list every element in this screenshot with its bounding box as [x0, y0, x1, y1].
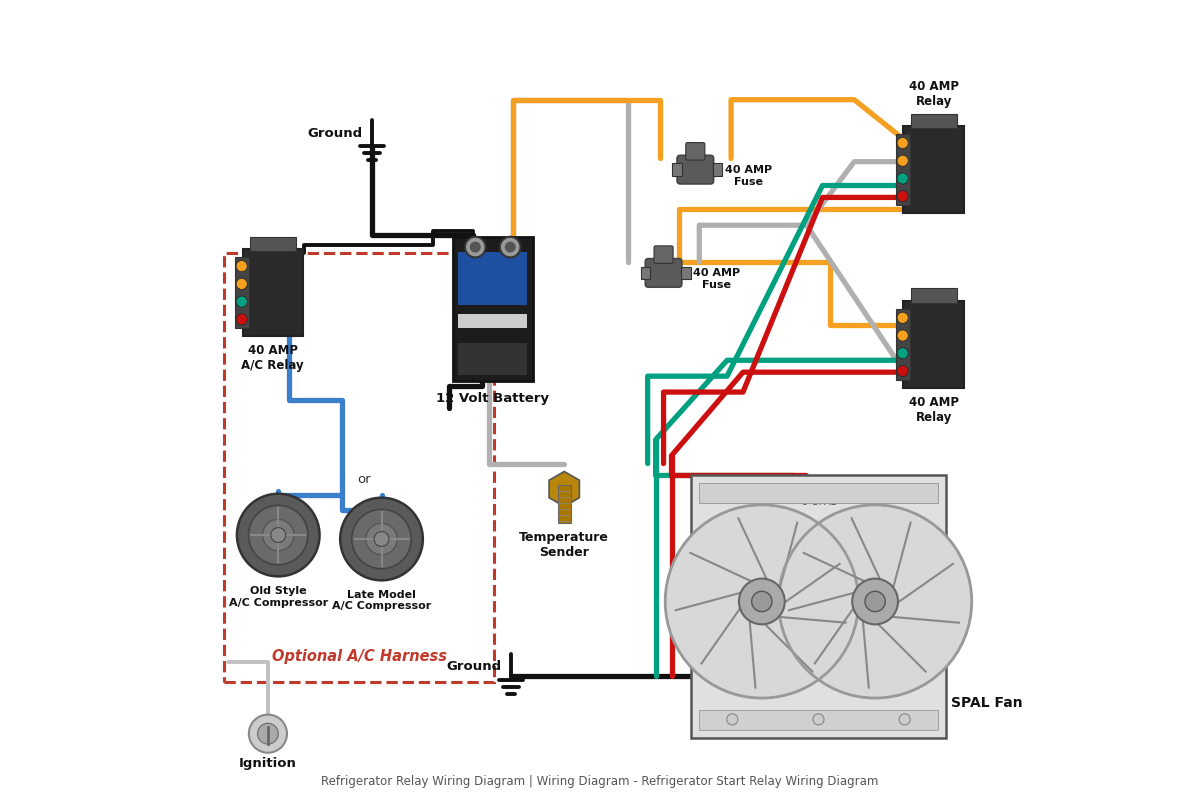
FancyBboxPatch shape [646, 258, 682, 287]
Bar [458, 343, 527, 375]
Circle shape [271, 528, 286, 542]
FancyBboxPatch shape [654, 246, 673, 263]
Bar [234, 258, 248, 328]
FancyBboxPatch shape [677, 155, 714, 184]
Circle shape [899, 714, 911, 725]
Circle shape [812, 714, 824, 725]
Text: 12 Volt Battery: 12 Volt Battery [437, 393, 550, 406]
Circle shape [898, 173, 908, 184]
Circle shape [258, 723, 278, 744]
Text: Ignition: Ignition [239, 758, 296, 770]
Circle shape [263, 519, 294, 550]
Text: 40 AMP
A/C Relay: 40 AMP A/C Relay [241, 344, 304, 372]
Circle shape [898, 138, 908, 149]
Text: Late Model
A/C Compressor: Late Model A/C Compressor [332, 590, 431, 611]
Text: ® SPAL: ® SPAL [800, 498, 836, 507]
Circle shape [341, 498, 422, 580]
Bar [458, 314, 527, 329]
Text: Ground: Ground [307, 126, 362, 139]
Circle shape [898, 348, 908, 359]
Bar [911, 288, 956, 302]
Text: Temperature
Sender: Temperature Sender [520, 531, 610, 559]
Text: SPAL Fan: SPAL Fan [952, 696, 1022, 710]
Circle shape [236, 314, 247, 325]
Text: Optional A/C Harness: Optional A/C Harness [271, 649, 446, 664]
Circle shape [751, 591, 772, 612]
Bar [641, 266, 650, 279]
Bar [911, 114, 956, 128]
Circle shape [898, 155, 908, 166]
Circle shape [727, 714, 738, 725]
Circle shape [470, 242, 480, 252]
Circle shape [236, 261, 247, 272]
FancyBboxPatch shape [686, 142, 704, 160]
Circle shape [500, 237, 521, 258]
Circle shape [248, 714, 287, 753]
FancyBboxPatch shape [904, 126, 964, 213]
Bar [558, 485, 571, 523]
Circle shape [236, 278, 247, 290]
Circle shape [366, 523, 397, 554]
Text: 40 AMP
Fuse: 40 AMP Fuse [692, 269, 740, 290]
Text: 40 AMP
Fuse: 40 AMP Fuse [725, 165, 772, 186]
Bar [458, 252, 527, 305]
Text: 40 AMP
Relay: 40 AMP Relay [908, 80, 959, 108]
Circle shape [464, 237, 486, 258]
Circle shape [739, 578, 785, 624]
Bar [713, 163, 722, 176]
FancyBboxPatch shape [904, 301, 964, 388]
Text: 40 AMP
Relay: 40 AMP Relay [908, 396, 959, 424]
Bar [250, 237, 295, 251]
Bar [672, 163, 682, 176]
Circle shape [665, 505, 858, 698]
Polygon shape [550, 471, 580, 506]
Bar [895, 134, 910, 205]
FancyBboxPatch shape [242, 250, 302, 336]
Circle shape [374, 531, 389, 546]
Circle shape [852, 578, 898, 624]
FancyBboxPatch shape [452, 237, 533, 381]
Text: Refrigerator Relay Wiring Diagram | Wiring Diagram - Refrigerator Start Relay Wi: Refrigerator Relay Wiring Diagram | Wiri… [322, 774, 878, 788]
FancyBboxPatch shape [691, 475, 946, 738]
Text: Old Style
A/C Compressor: Old Style A/C Compressor [229, 586, 328, 607]
Bar [895, 309, 910, 380]
Text: or: or [358, 473, 371, 486]
Bar [700, 483, 937, 503]
Circle shape [236, 296, 247, 307]
Circle shape [505, 242, 515, 252]
Circle shape [865, 591, 886, 612]
Bar [700, 710, 937, 730]
Circle shape [248, 506, 308, 565]
Circle shape [898, 330, 908, 341]
Circle shape [352, 510, 412, 569]
Circle shape [898, 312, 908, 323]
Circle shape [779, 505, 972, 698]
Circle shape [236, 494, 319, 576]
Circle shape [898, 366, 908, 377]
Circle shape [898, 190, 908, 202]
Bar [682, 266, 690, 279]
Text: Ground: Ground [446, 661, 502, 674]
